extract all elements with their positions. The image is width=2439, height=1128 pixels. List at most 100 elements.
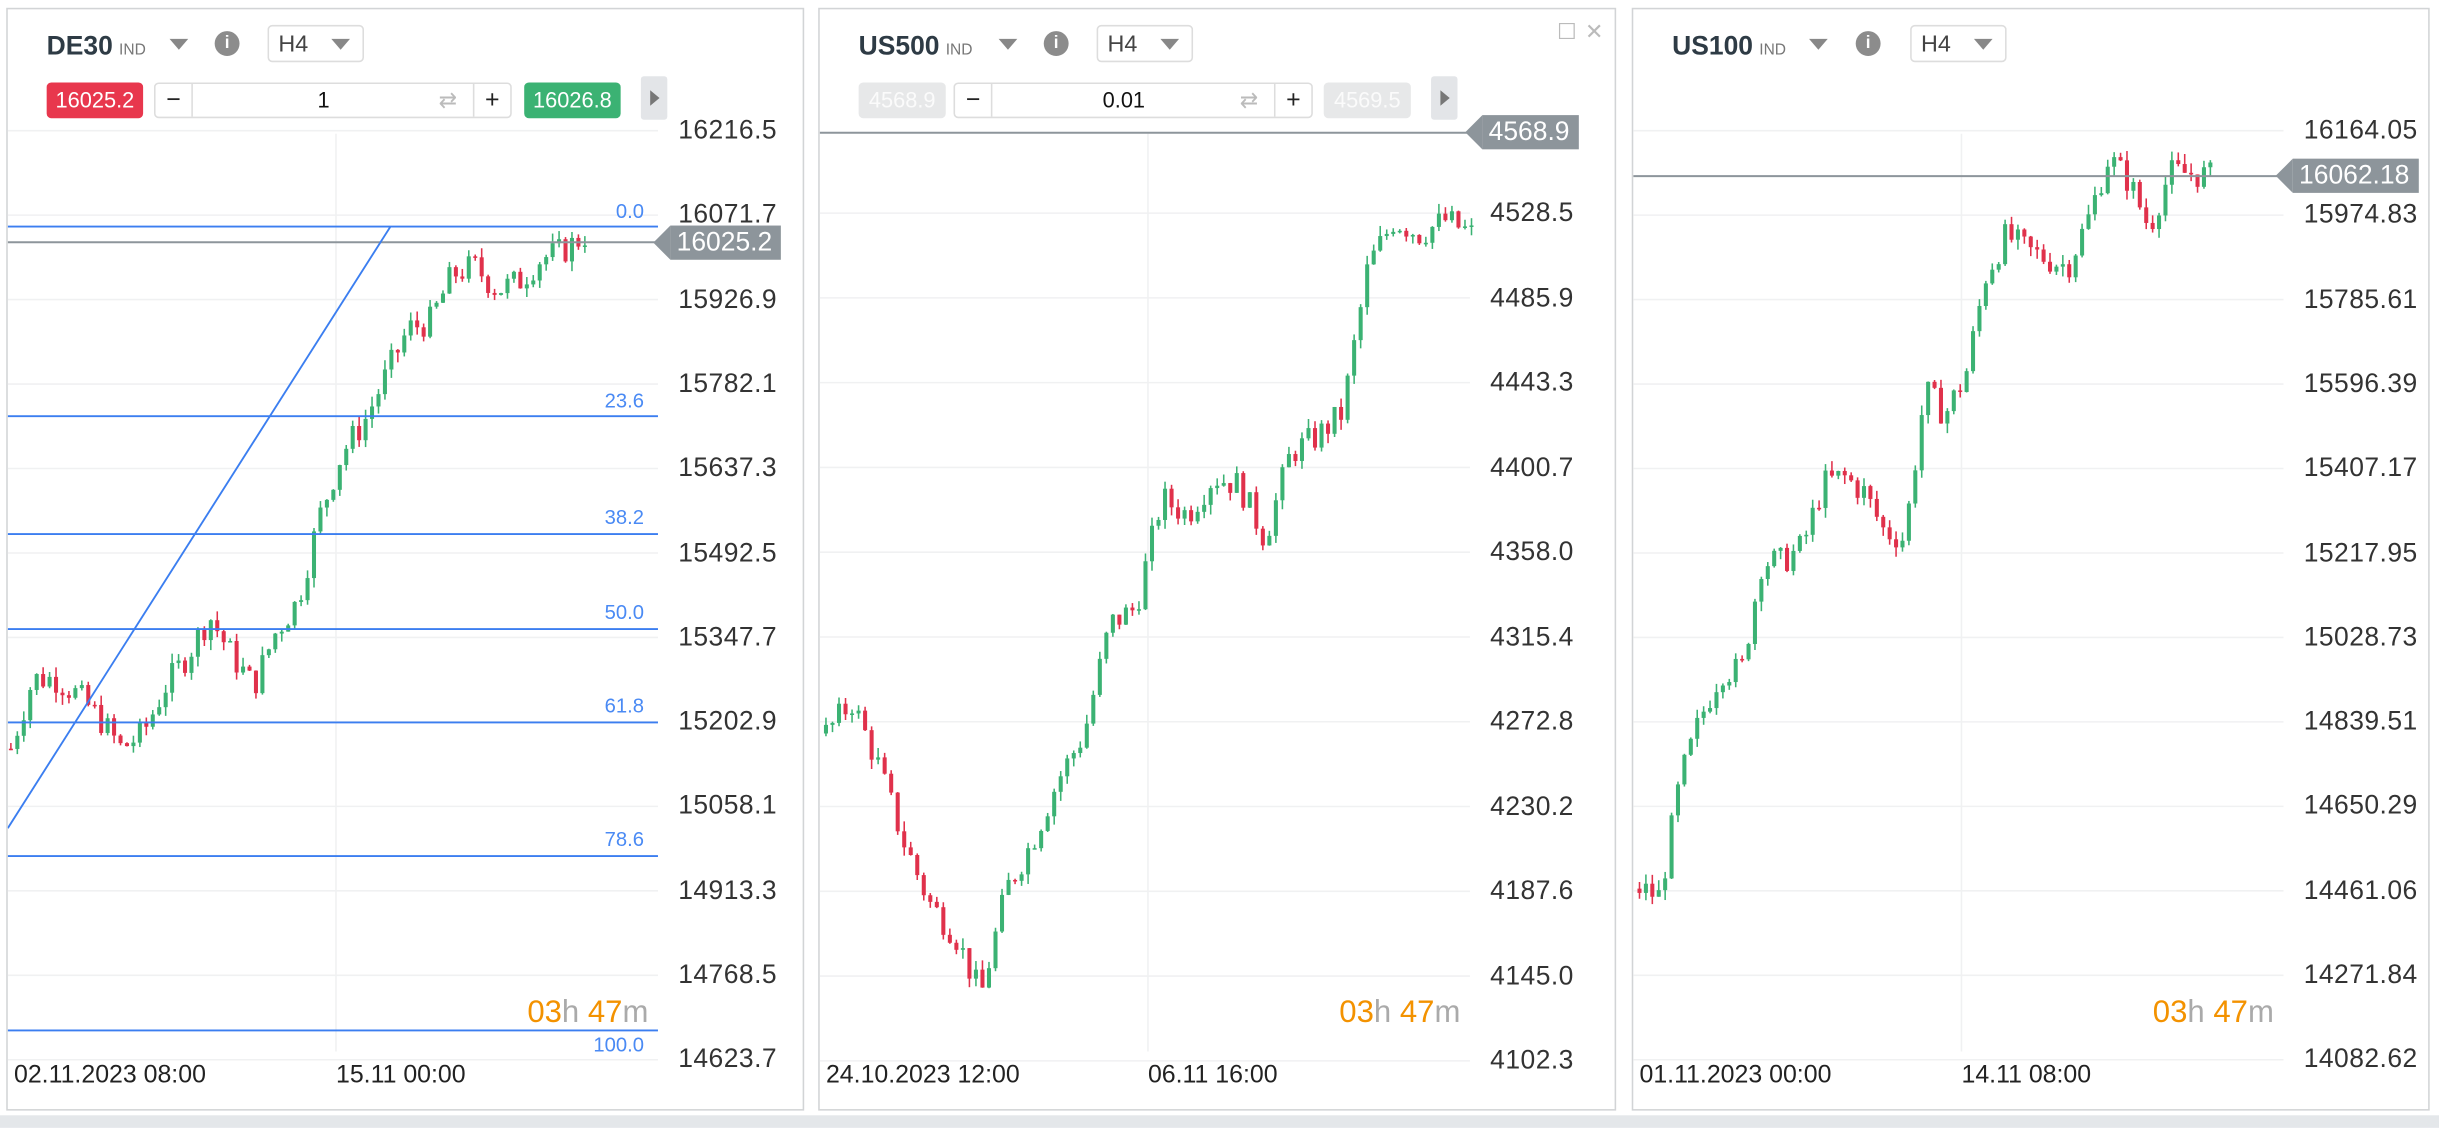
symbol-name: US500 <box>858 31 940 61</box>
candle-up <box>1990 269 1995 284</box>
candle-up <box>1430 226 1435 243</box>
candle-up <box>1384 233 1389 237</box>
candle-up <box>1267 535 1272 546</box>
candle-down <box>1326 423 1331 434</box>
price-axis-label: 14650.29 <box>2303 790 2418 821</box>
candle-down <box>1650 883 1655 897</box>
candle-down <box>421 327 426 337</box>
candle-down <box>60 692 65 696</box>
price-axis-label: 15596.39 <box>2303 368 2418 399</box>
chart-panel-de30[interactable]: DE30 IND i H4 16025.2 − 1 ⇄ + 16026.8 162… <box>6 7 806 1112</box>
price-chart[interactable] <box>819 9 1618 1112</box>
candle-up <box>1136 609 1141 611</box>
info-icon[interactable]: i <box>1855 31 1881 56</box>
expand-arrow-button[interactable] <box>1431 76 1458 120</box>
chevron-down-icon <box>1973 38 1993 50</box>
info-icon[interactable]: i <box>1043 31 1069 56</box>
candle-up <box>856 710 861 714</box>
candle-up <box>2112 157 2117 167</box>
price-axis-label: 4315.4 <box>1490 621 1574 651</box>
candle-up <box>2131 181 2136 191</box>
expand-arrow-button[interactable] <box>640 76 668 120</box>
symbol-selector[interactable]: US100 IND <box>1672 31 1786 62</box>
chart-panel-us500[interactable]: US500 IND i H4 ☐ ✕ 4568.9 − 0.01 ⇄ + 4569… <box>818 7 1618 1112</box>
price-axis-label: 15028.73 <box>2303 621 2418 652</box>
candle-up <box>1977 306 1982 332</box>
close-icon[interactable]: ✕ <box>1585 18 1604 44</box>
quantity-stepper[interactable]: − 0.01 ⇄ + <box>953 82 1313 119</box>
candle-up <box>1765 566 1770 580</box>
candle-up <box>79 685 84 689</box>
candle-up <box>1358 307 1363 341</box>
candle-down <box>124 743 129 747</box>
date-label: 14.11 08:00 <box>1961 1062 2092 1089</box>
candle-down <box>2009 224 2014 240</box>
symbol-selector[interactable]: US500 IND <box>859 31 973 62</box>
buy-button[interactable]: 16026.8 <box>524 82 621 119</box>
candle-down <box>2195 174 2200 187</box>
candle-up <box>344 448 349 466</box>
timeframe-select[interactable]: H4 <box>267 24 364 63</box>
increase-button[interactable]: + <box>472 83 510 117</box>
candle-down <box>1855 480 1860 498</box>
info-icon[interactable]: i <box>214 31 240 56</box>
buy-button[interactable]: 4569.5 <box>1323 82 1411 119</box>
decrease-button[interactable]: − <box>955 83 993 117</box>
sell-button[interactable]: 16025.2 <box>46 82 144 119</box>
candle-up <box>402 335 407 353</box>
candle-up <box>279 631 284 634</box>
chart-panel-us100[interactable]: US100 IND i H4 16164.05 15974.83 15785.61 15… <box>1631 7 2431 1112</box>
candle-up <box>1319 423 1324 448</box>
candle-down <box>2047 261 2053 272</box>
chevron-down-icon[interactable] <box>1809 38 1828 50</box>
candle-up <box>544 257 549 265</box>
candle-up <box>1688 738 1693 755</box>
price-axis-label: 4400.7 <box>1490 451 1574 482</box>
candle-up <box>1091 694 1096 724</box>
candle-up <box>960 948 965 950</box>
timeframe-select[interactable]: H4 <box>1096 24 1194 63</box>
decrease-button[interactable]: − <box>156 83 193 117</box>
chevron-down-icon[interactable] <box>169 38 189 50</box>
candle-up <box>876 757 881 760</box>
price-axis-label: 14913.3 <box>678 875 778 905</box>
candle-up <box>2073 255 2078 278</box>
quantity-stepper[interactable]: − 1 ⇄ + <box>153 82 512 119</box>
increase-button[interactable]: + <box>1273 83 1311 117</box>
candle-up <box>21 720 26 736</box>
candle-up <box>2015 229 2020 240</box>
candle-down <box>460 276 465 279</box>
candle-down <box>1874 498 1879 517</box>
date-label: 02.11.2023 08:00 <box>13 1062 206 1089</box>
candle-down <box>2144 207 2149 223</box>
quantity-input[interactable]: 0.01 <box>1102 87 1146 112</box>
candle-up <box>1097 658 1102 695</box>
candle-down <box>1260 528 1265 546</box>
price-axis-label: 16164.05 <box>2303 115 2418 145</box>
price-chart[interactable] <box>7 9 806 1112</box>
date-label: 15.11 00:00 <box>335 1062 466 1089</box>
candle-up <box>389 349 394 370</box>
quantity-input[interactable]: 1 <box>317 87 330 112</box>
swap-icon[interactable]: ⇄ <box>1239 87 1258 112</box>
candle-down <box>1456 211 1461 228</box>
symbol-selector[interactable]: DE30 IND <box>47 31 146 62</box>
candle-up <box>1772 550 1777 567</box>
candle-up <box>2105 166 2110 194</box>
price-chart[interactable] <box>1633 9 2431 1112</box>
candle-up <box>1727 682 1732 686</box>
timeframe-select[interactable]: H4 <box>1910 24 2007 63</box>
sell-button[interactable]: 4568.9 <box>858 82 946 119</box>
chevron-down-icon[interactable] <box>998 38 1018 50</box>
swap-icon[interactable]: ⇄ <box>438 87 457 112</box>
candle-down <box>1189 510 1194 522</box>
candle-down <box>1293 454 1298 461</box>
candle-down <box>941 907 946 935</box>
candle-down <box>1740 658 1745 661</box>
candle-down <box>563 239 568 262</box>
candle-up <box>337 465 342 490</box>
maximize-icon[interactable]: ☐ <box>1557 18 1577 44</box>
candle-up <box>505 278 510 294</box>
candle-up <box>318 507 323 532</box>
candle-up <box>1759 579 1764 602</box>
